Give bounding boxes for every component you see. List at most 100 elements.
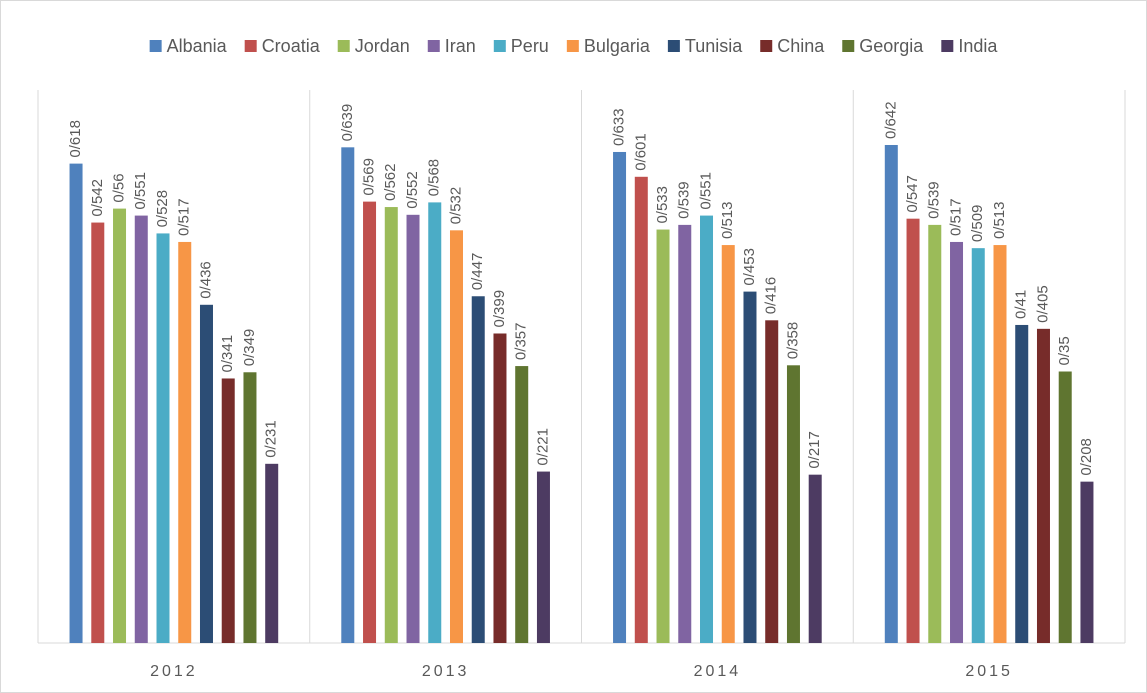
bar xyxy=(613,151,627,644)
value-label: 0/405 xyxy=(1034,285,1051,323)
bar xyxy=(1058,371,1072,643)
x-tick-label: 2014 xyxy=(694,663,742,680)
legend-swatch xyxy=(337,40,350,52)
bar xyxy=(971,248,985,643)
bar xyxy=(906,218,920,644)
value-label: 0/517 xyxy=(947,198,964,236)
value-label: 0/509 xyxy=(969,205,986,243)
bar xyxy=(1080,481,1094,643)
bar xyxy=(69,163,83,643)
bar xyxy=(1036,328,1050,643)
value-label: 0/547 xyxy=(904,175,921,213)
legend-swatch xyxy=(149,40,162,52)
value-label: 0/436 xyxy=(197,261,214,299)
legend-label: India xyxy=(958,36,998,56)
bar xyxy=(678,224,692,643)
bar xyxy=(993,245,1007,643)
bar xyxy=(1015,324,1029,643)
bar xyxy=(341,147,355,643)
legend-label: Peru xyxy=(511,36,549,56)
legend-swatch xyxy=(244,40,257,52)
bar xyxy=(634,176,648,643)
legend-swatch xyxy=(566,40,579,52)
value-label: 0/552 xyxy=(404,171,421,209)
bar xyxy=(243,372,257,643)
bar xyxy=(700,215,714,643)
legend-swatch xyxy=(941,40,954,52)
legend-swatch xyxy=(842,40,855,52)
bar xyxy=(265,463,279,643)
value-label: 0/35 xyxy=(1056,336,1073,365)
bar xyxy=(363,201,377,643)
bar xyxy=(199,304,213,643)
x-tick-label: 2013 xyxy=(422,663,470,680)
bar xyxy=(786,365,800,643)
bar xyxy=(134,215,148,643)
bar xyxy=(721,245,735,643)
value-label: 0/447 xyxy=(469,253,486,291)
value-label: 0/517 xyxy=(176,198,193,236)
value-label: 0/562 xyxy=(382,164,399,202)
value-label: 0/568 xyxy=(426,159,443,197)
value-label: 0/532 xyxy=(447,187,464,225)
bar xyxy=(449,230,463,643)
legend-label: Georgia xyxy=(859,36,924,56)
bar xyxy=(808,474,822,643)
value-label: 0/551 xyxy=(697,172,714,210)
bar xyxy=(928,224,942,643)
value-label: 0/528 xyxy=(154,190,171,228)
x-tick-label: 2015 xyxy=(965,663,1013,680)
bar xyxy=(765,320,779,643)
value-label: 0/56 xyxy=(110,173,127,202)
bar xyxy=(743,291,757,643)
value-label: 0/221 xyxy=(534,428,551,466)
legend: Albania Croatia Jordan Iran Peru Bulgaria Tuni… xyxy=(149,36,998,56)
bar xyxy=(178,241,192,643)
value-label: 0/399 xyxy=(491,290,508,328)
bar xyxy=(656,229,670,643)
value-label: 0/539 xyxy=(926,181,943,219)
legend-label: Jordan xyxy=(355,36,410,56)
bar xyxy=(493,333,507,643)
x-tick-label: 2012 xyxy=(150,663,198,680)
bar xyxy=(91,222,105,643)
value-label: 0/231 xyxy=(263,420,280,458)
value-label: 0/208 xyxy=(1078,438,1095,476)
value-label: 0/341 xyxy=(219,335,236,373)
bar xyxy=(950,241,964,643)
bar xyxy=(515,366,529,643)
legend-label: Iran xyxy=(445,36,476,56)
legend-label: Croatia xyxy=(262,36,321,56)
bar xyxy=(428,202,442,643)
value-label: 0/349 xyxy=(241,329,258,367)
legend-swatch xyxy=(493,40,506,52)
value-label: 0/453 xyxy=(741,248,758,286)
value-label: 0/618 xyxy=(67,120,84,158)
legend-swatch xyxy=(760,40,773,52)
value-label: 0/601 xyxy=(632,133,649,171)
value-label: 0/513 xyxy=(991,202,1008,240)
bar xyxy=(406,214,420,643)
value-label: 0/217 xyxy=(806,431,823,469)
value-label: 0/633 xyxy=(611,108,628,146)
legend-label: Tunisia xyxy=(685,36,743,56)
value-label: 0/551 xyxy=(132,172,149,210)
value-label: 0/357 xyxy=(513,323,530,361)
value-label: 0/533 xyxy=(654,186,671,224)
bar xyxy=(536,471,550,643)
value-label: 0/539 xyxy=(676,181,693,219)
legend-label: Albania xyxy=(167,36,228,56)
bar xyxy=(113,208,127,643)
value-label: 0/41 xyxy=(1013,290,1030,319)
value-label: 0/639 xyxy=(339,104,356,142)
value-label: 0/642 xyxy=(882,101,899,139)
bar xyxy=(471,296,485,643)
bar xyxy=(884,144,898,643)
value-label: 0/569 xyxy=(361,158,378,196)
bar xyxy=(156,233,170,643)
legend-swatch xyxy=(427,40,440,52)
bar xyxy=(384,207,398,643)
value-label: 0/358 xyxy=(784,322,801,360)
value-label: 0/416 xyxy=(763,277,780,315)
